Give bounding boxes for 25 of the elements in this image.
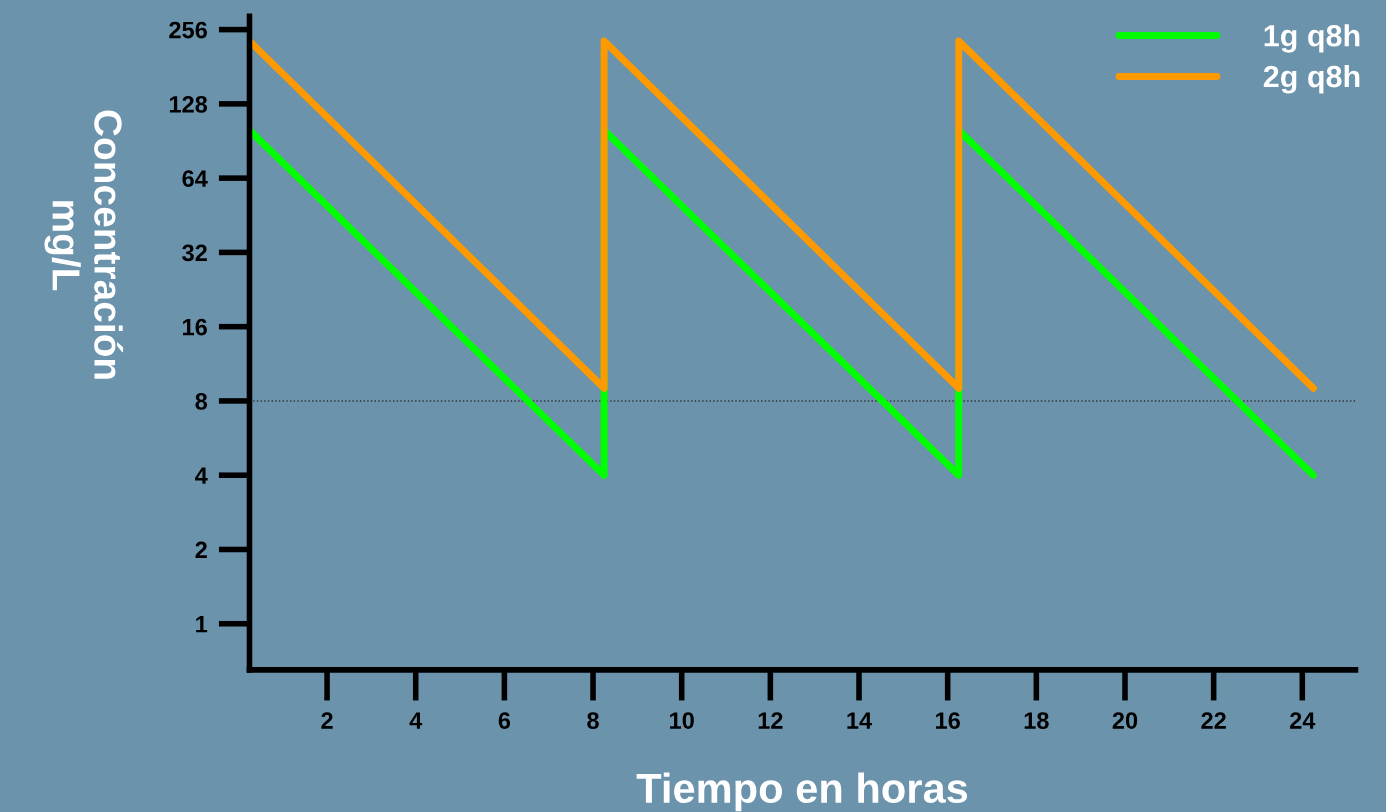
x-axis-title: Tiempo en horas: [636, 772, 968, 812]
x-tick-label: 8: [587, 712, 599, 729]
y-tick-label: 128: [169, 95, 208, 113]
x-tick-label: 14: [847, 712, 873, 729]
x-tick-label: 4: [409, 712, 423, 729]
legend-label: 2g q8h: [1263, 64, 1360, 94]
x-tick-label: 18: [1024, 712, 1049, 729]
legend-label: 1g q8h: [1264, 24, 1360, 53]
y-tick-label: 64: [182, 170, 208, 187]
x-tick-label: 2: [321, 712, 333, 729]
y-axis-title: Concentración mg/L: [44, 110, 124, 379]
x-tick-label: 6: [498, 712, 511, 729]
y-tick-label: 16: [183, 318, 207, 336]
x-tick-label: 12: [758, 712, 783, 729]
y-tick-label: 1: [196, 616, 208, 633]
y-tick-label: 2: [195, 541, 207, 559]
y-tick-label: 8: [195, 393, 208, 410]
x-tick-label: 24: [1290, 712, 1316, 729]
y-tick-label: 256: [169, 21, 207, 39]
x-tick-label: 20: [1112, 712, 1138, 729]
x-tick-label: 22: [1201, 712, 1226, 729]
y-tick-label: 32: [182, 244, 207, 262]
y-tick-label: 4: [195, 467, 208, 484]
x-tick-label: 10: [670, 712, 694, 729]
x-tick-label: 16: [936, 712, 960, 729]
